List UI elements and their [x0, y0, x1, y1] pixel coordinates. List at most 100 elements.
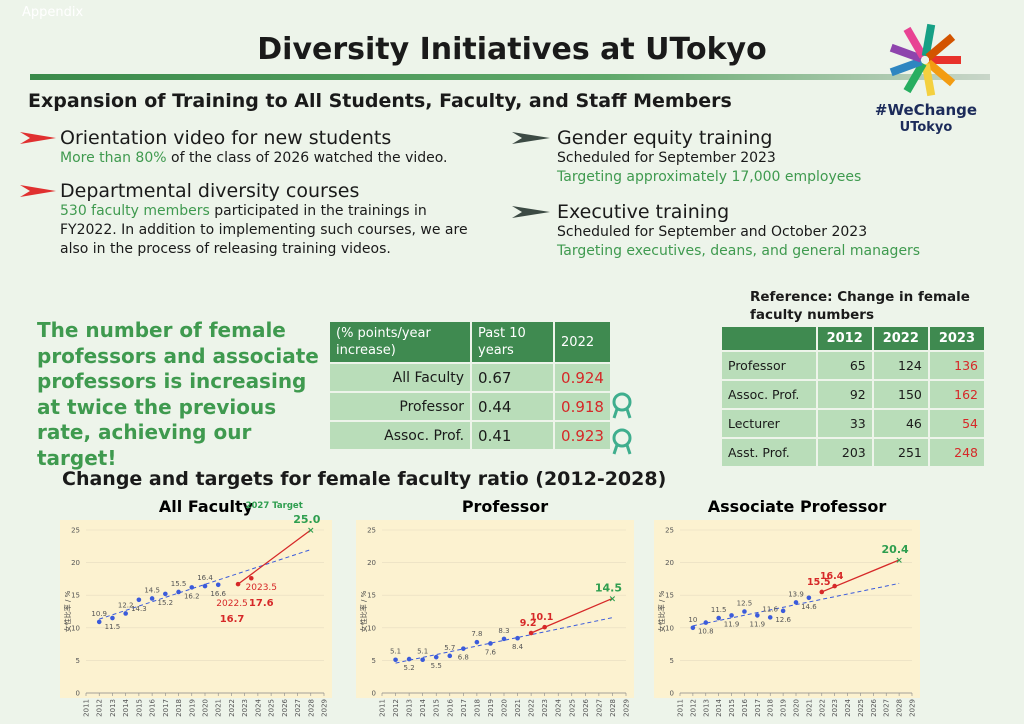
x-tick-label: 2017: [162, 699, 170, 717]
x-tick-label: 2011: [677, 699, 685, 717]
value-label: 14.5: [595, 581, 622, 594]
x-tick-label: 2026: [870, 698, 878, 716]
chart-title: All Faculty: [159, 497, 254, 516]
value-label: 5.1: [417, 648, 428, 656]
y-tick-label: 20: [71, 559, 80, 567]
cell: 65: [817, 352, 872, 379]
target-marker: ×: [307, 526, 315, 536]
item-text: of the class of 2026 watched the video.: [171, 150, 448, 166]
x-tick-label: 2016: [741, 698, 749, 716]
value-label: 13.9: [788, 590, 804, 598]
point: [96, 619, 102, 625]
item-target: Targeting approximately 17,000 employees: [557, 169, 862, 185]
value-label: 6.8: [458, 654, 469, 662]
row: All Faculty 0.67 0.924: [330, 364, 610, 391]
x-tick-label: 2018: [473, 699, 481, 717]
chart-title: Associate Professor: [708, 497, 887, 516]
cell: 0.67: [472, 364, 554, 391]
x-tick-label: 2021: [805, 699, 813, 717]
y-tick-label: 5: [372, 657, 376, 665]
point: [742, 609, 747, 614]
x-tick-label: 2017: [754, 699, 762, 717]
point: [729, 613, 734, 618]
x-tick-label: 2025: [268, 699, 276, 717]
highlight: 530 faculty members: [60, 203, 210, 219]
cell: Professor: [330, 393, 471, 420]
arrow-icon: [512, 206, 550, 218]
value-label: 15.5: [807, 577, 830, 588]
value-label: 16.7: [220, 614, 245, 625]
section-title: Expansion of Training to All Students, F…: [28, 90, 732, 112]
value-label: 10: [688, 616, 697, 624]
x-tick-label: 2029: [321, 699, 329, 717]
point: [433, 654, 439, 660]
statement: The number of female professors and asso…: [37, 318, 319, 470]
y-tick-label: 15: [367, 592, 376, 600]
target-line: [237, 529, 312, 585]
cell: Assoc. Prof.: [330, 422, 471, 449]
value-label: 15.5: [171, 580, 187, 588]
point: [819, 589, 825, 595]
row: Assoc. Prof. 0.41 0.923: [330, 422, 610, 449]
header-cell: 2012: [817, 327, 872, 350]
count-table-title: Reference: Change in female faculty numb…: [750, 289, 970, 323]
x-tick-label: 2029: [909, 699, 917, 717]
point: [176, 589, 181, 595]
row-label: Lecturer: [722, 410, 816, 437]
value-label: 16.6: [210, 590, 226, 598]
y-tick-label: 5: [76, 657, 80, 665]
x-tick-label: 2013: [702, 699, 710, 717]
point: [755, 613, 760, 618]
arrow-icon: [20, 132, 56, 144]
logo-text: #WeChange UTokyo: [868, 102, 984, 136]
cell: 162: [929, 381, 984, 408]
point: [542, 624, 547, 630]
row-label: Assoc. Prof.: [722, 381, 816, 408]
x-tick-label: 2026: [582, 698, 590, 716]
charts-title: Change and targets for female faculty ra…: [62, 468, 667, 490]
cell: 251: [873, 439, 928, 466]
point: [123, 611, 128, 616]
x-tick-label: 2014: [122, 698, 130, 716]
y-tick-label: 25: [367, 527, 376, 535]
point: [474, 639, 480, 645]
value-label: 16.2: [184, 592, 200, 600]
value-label: 8.3: [498, 627, 509, 635]
header-cell: Past 10 years: [472, 322, 554, 362]
point: [235, 581, 241, 587]
left-items: Orientation video for new students More …: [20, 127, 490, 259]
y-tick-label: 0: [670, 690, 674, 698]
cell: 33: [817, 410, 872, 437]
value-label: 11.9: [750, 620, 766, 628]
x-tick-label: 2013: [109, 699, 117, 717]
y-tick-label: 10: [665, 624, 674, 632]
point: [149, 596, 155, 601]
point: [793, 600, 799, 605]
row-label: Professor: [722, 352, 816, 379]
x-tick-label: 2024: [555, 698, 563, 716]
point: [501, 636, 507, 642]
item-schedule: Scheduled for September and October 2023: [557, 224, 868, 240]
point: [716, 615, 721, 621]
x-label: 2022.5: [216, 599, 248, 609]
value-label: 15.2: [158, 599, 174, 607]
chart-background: [654, 520, 920, 698]
row: Professor 0.44 0.918: [330, 393, 610, 420]
cell: 0.44: [472, 393, 554, 420]
cell: 248: [929, 439, 984, 466]
x-tick-label: 2024: [254, 698, 262, 716]
x-tick-label: 2019: [188, 699, 196, 717]
right-items: Gender equity training Scheduled for Sep…: [512, 127, 952, 261]
header-cell: 2022: [555, 322, 610, 362]
point: [420, 657, 425, 663]
value-label: 10.8: [698, 628, 714, 636]
header-cell: 2022: [873, 327, 928, 350]
trend-line: [99, 549, 311, 620]
value-label: 11.5: [711, 606, 727, 614]
count-table: 2012 2022 2023 Professor 65 124 136 Assoc. Prof…: [720, 325, 986, 468]
point: [806, 595, 812, 601]
row: Professor 65 124 136: [722, 352, 984, 379]
cell: 46: [873, 410, 928, 437]
arrow-icon: [512, 132, 550, 144]
cell: 124: [873, 352, 928, 379]
